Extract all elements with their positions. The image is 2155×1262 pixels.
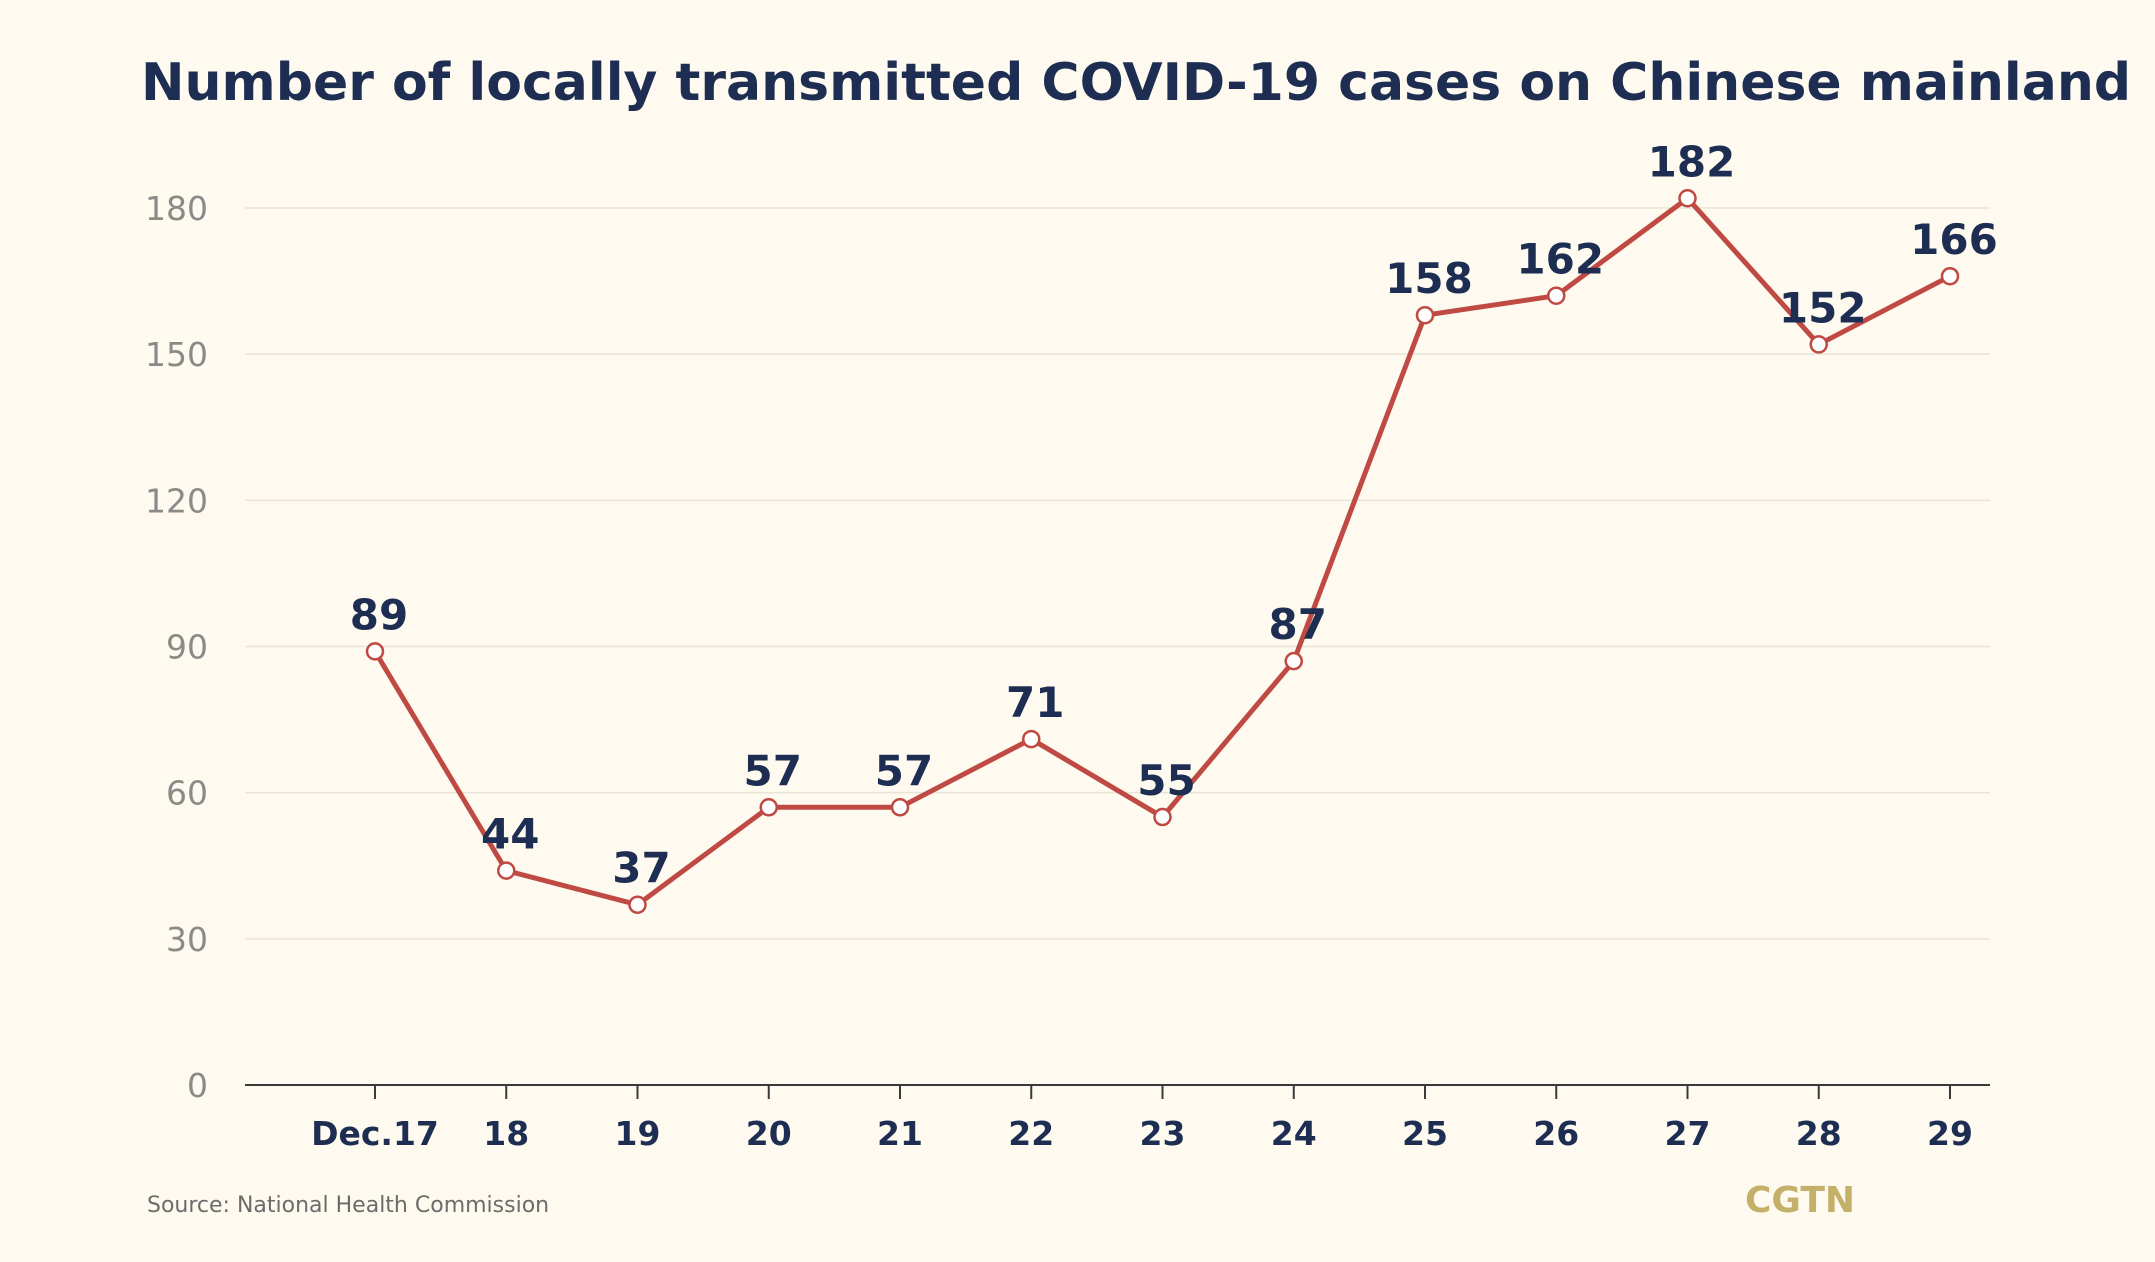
- y-tick-label: 90: [166, 628, 208, 667]
- data-point-marker: [1809, 335, 1828, 354]
- data-label: 37: [612, 844, 670, 893]
- data-point-marker: [759, 798, 778, 817]
- data-point-marker: [628, 895, 647, 914]
- data-label-layer: 89 44 37 57 57 71 55 87 158 162 182 152 166: [350, 137, 1998, 892]
- data-point-marker: [1547, 286, 1566, 305]
- x-tick-label: 23: [1140, 1114, 1186, 1153]
- x-tick-label: 19: [615, 1114, 661, 1153]
- data-label: 89: [350, 590, 408, 639]
- source-note: Source: National Health Commission: [147, 1193, 549, 1218]
- data-point-marker: [1284, 651, 1303, 671]
- x-tick-label: 21: [877, 1114, 923, 1153]
- data-point-marker: [1153, 807, 1172, 827]
- data-label: 162: [1516, 235, 1604, 284]
- y-tick-label: 30: [166, 920, 208, 959]
- x-tick-label: 18: [483, 1114, 529, 1153]
- x-tick-label: Dec.17: [311, 1114, 439, 1153]
- y-tick-label: 150: [145, 335, 208, 374]
- x-tick-label: 26: [1533, 1114, 1579, 1153]
- x-tick-label: 28: [1796, 1114, 1842, 1153]
- grid-layer: [245, 207, 1990, 940]
- data-point-marker: [1415, 305, 1435, 325]
- x-tick-label: 27: [1665, 1114, 1711, 1153]
- data-point-marker: [1940, 266, 1960, 286]
- data-label: 158: [1385, 254, 1473, 303]
- data-point-marker: [1022, 729, 1041, 749]
- x-tick-label: 20: [746, 1114, 792, 1153]
- data-label: 166: [1910, 215, 1998, 264]
- series-layer: [365, 189, 1960, 914]
- cgtn-logo: CGTN: [1745, 1180, 1855, 1221]
- axis-layer: 0 30 60 90 120 150 180 Dec.17 18 19 20 21 22 23 24 25 26…: [145, 189, 1990, 1153]
- y-tick-label: 120: [145, 481, 208, 520]
- data-label: 57: [744, 746, 802, 795]
- data-label: 55: [1137, 756, 1195, 805]
- data-label: 71: [1006, 678, 1064, 727]
- data-point-marker: [497, 861, 516, 880]
- data-point-marker: [1678, 189, 1697, 208]
- x-tick-label: 22: [1008, 1114, 1054, 1153]
- data-label: 152: [1779, 283, 1867, 332]
- data-label: 44: [481, 810, 539, 859]
- y-tick-label: 60: [166, 774, 208, 813]
- data-label: 87: [1269, 600, 1327, 649]
- y-tick-label: 180: [145, 189, 208, 228]
- x-tick-label: 29: [1927, 1114, 1973, 1153]
- x-tick-label: 24: [1271, 1114, 1317, 1153]
- data-point-marker: [890, 798, 910, 817]
- chart-title: Number of locally transmitted COVID-19 c…: [141, 53, 2131, 113]
- y-tick-label: 0: [187, 1066, 208, 1105]
- x-tick-label: 25: [1402, 1114, 1448, 1153]
- data-point-marker: [365, 642, 385, 661]
- data-label: 182: [1648, 137, 1736, 186]
- data-label: 57: [875, 746, 933, 795]
